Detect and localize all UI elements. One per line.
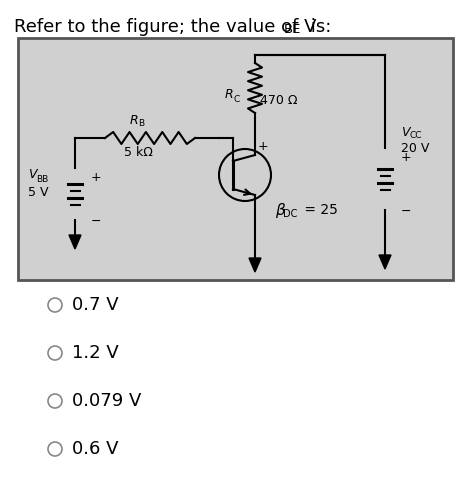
- Text: V: V: [28, 169, 36, 182]
- Text: V: V: [401, 125, 409, 138]
- Text: is:: is:: [305, 18, 332, 36]
- Polygon shape: [249, 258, 261, 272]
- Text: +: +: [258, 140, 268, 153]
- Bar: [18, 38, 453, 280]
- Text: = 25: = 25: [300, 203, 338, 217]
- Text: Refer to the figure; the value of V: Refer to the figure; the value of V: [14, 18, 317, 36]
- Text: CC: CC: [409, 132, 422, 140]
- Text: R: R: [130, 113, 138, 126]
- Text: 0.6 V: 0.6 V: [72, 440, 119, 458]
- Text: +: +: [401, 151, 412, 164]
- Text: B: B: [138, 120, 144, 129]
- Text: +: +: [91, 171, 102, 184]
- Text: BB: BB: [36, 174, 48, 184]
- Polygon shape: [69, 235, 81, 249]
- Text: C: C: [233, 94, 239, 104]
- Polygon shape: [379, 255, 391, 269]
- Text: −: −: [401, 205, 412, 218]
- Text: 0.7 V: 0.7 V: [72, 296, 119, 314]
- Text: DC: DC: [283, 209, 297, 219]
- Text: 1.2 V: 1.2 V: [72, 344, 119, 362]
- Text: 470 Ω: 470 Ω: [260, 94, 298, 107]
- Text: β: β: [275, 202, 285, 217]
- Text: 20 V: 20 V: [401, 142, 430, 155]
- Text: 5 V: 5 V: [28, 186, 49, 199]
- Text: 5 kΩ: 5 kΩ: [124, 146, 153, 159]
- Text: −: −: [91, 215, 101, 228]
- Text: 0.079 V: 0.079 V: [72, 392, 141, 410]
- Text: R: R: [225, 89, 234, 102]
- Text: BE: BE: [284, 23, 301, 36]
